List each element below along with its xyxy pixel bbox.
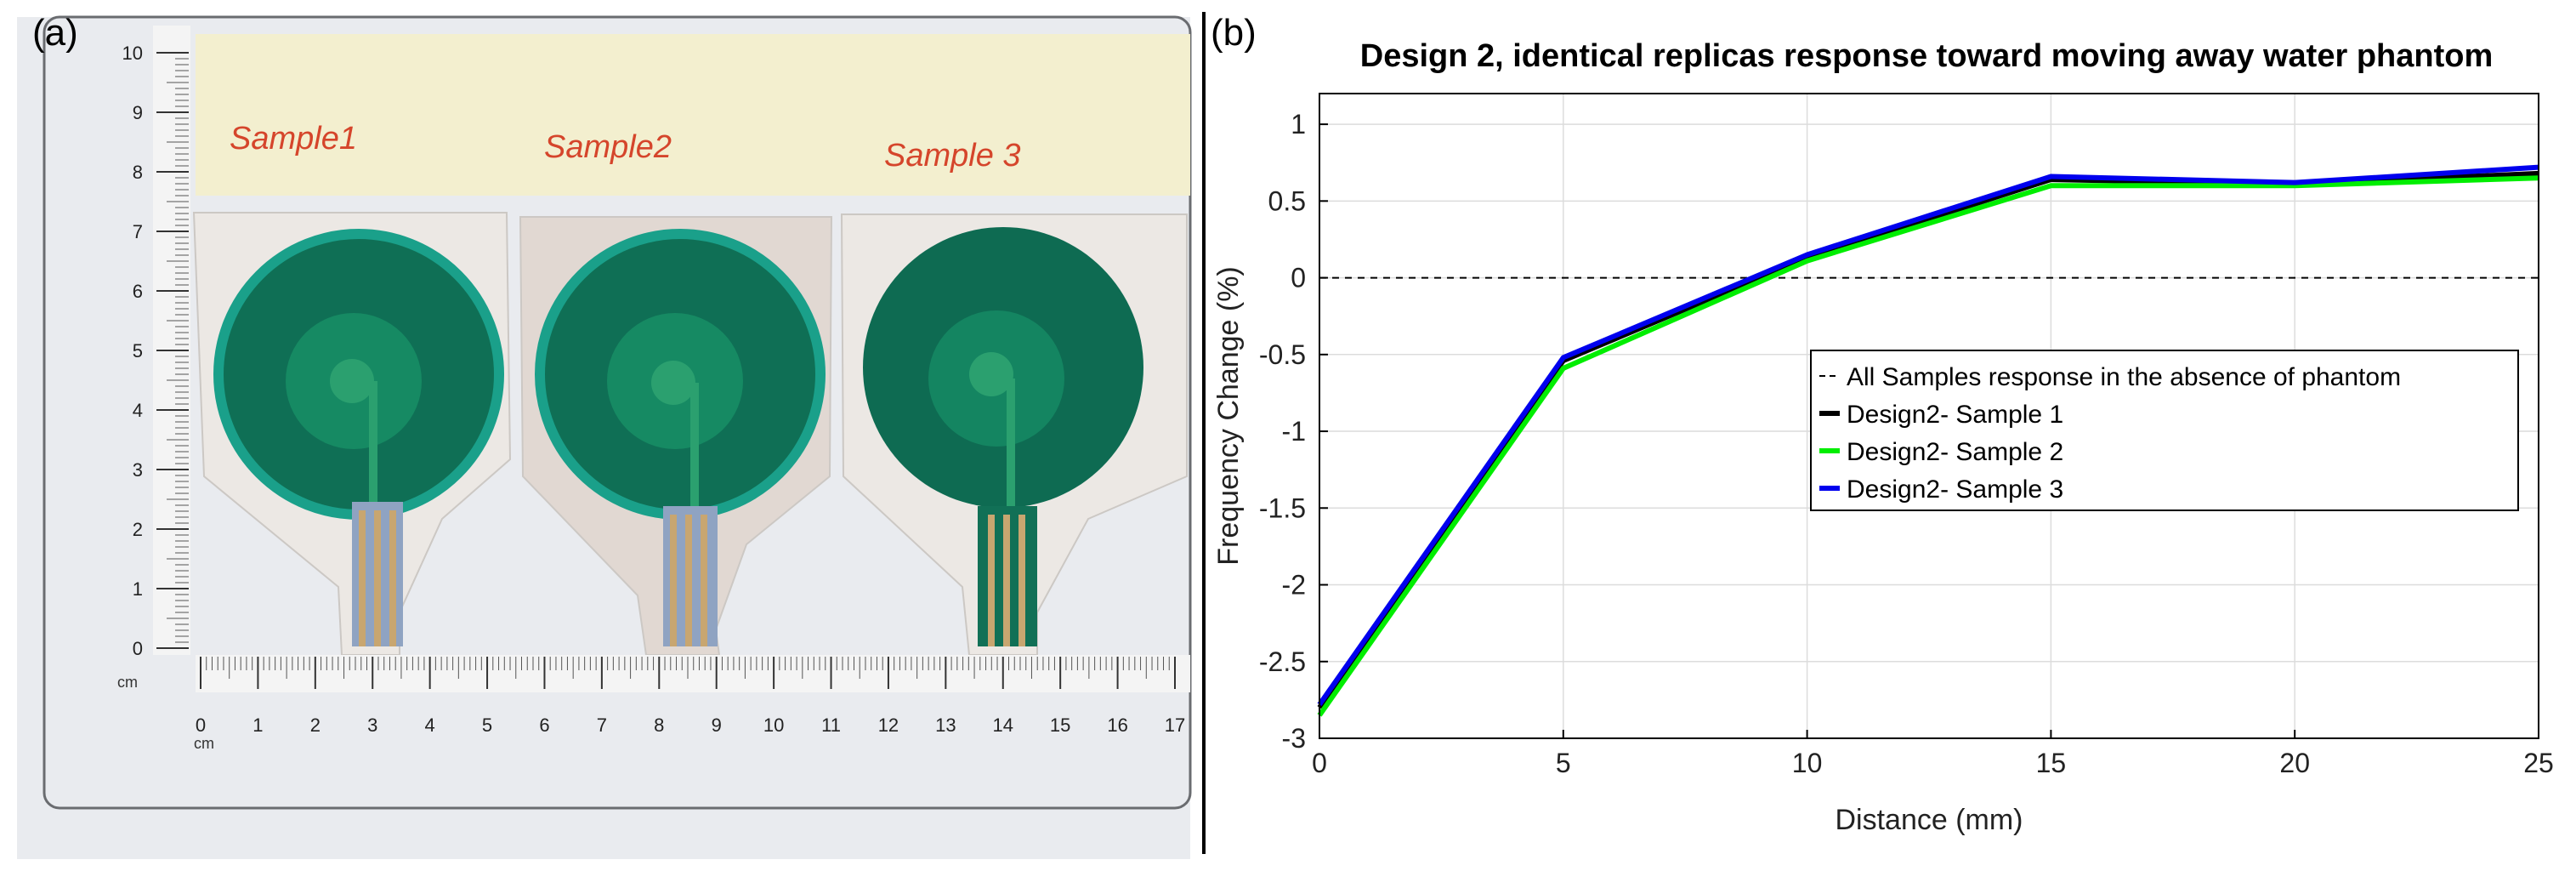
horizontal-ruler-label: 11 [821,714,841,736]
chart-title: Design 2, identical replicas response to… [1360,38,2494,74]
horizontal-ruler-label: 5 [482,714,492,736]
horizontal-ruler-label: 17 [1165,714,1185,736]
horizontal-ruler-ticks: 0 1 2 3 4 5 6 7 8 9 10 11 12 13 14 15 16 17 [196,657,1185,736]
horizontal-ruler-label: 13 [935,714,956,736]
chart-legend: All Samples response in the absence of p… [1810,350,2519,511]
x-tick-label: 5 [1556,748,1571,778]
sensor-3 [863,227,1143,646]
chart-ticks: 0 5 10 15 20 25 1 0.5 0 -0.5 -1 -1.5 -2 -2.5 -3 [1259,109,2554,778]
horizontal-ruler-label: 16 [1107,714,1127,736]
y-tick-label: 0 [1291,263,1306,293]
x-axis-label: Distance (mm) [1835,804,2023,836]
horizontal-ruler-label: 7 [597,714,607,736]
horizontal-ruler-label: 2 [310,714,321,736]
horizontal-ruler-label: 9 [712,714,722,736]
vertical-ruler-label: 0 [133,638,143,659]
x-tick-label: 15 [2036,748,2067,778]
series-line-3 [1317,164,2539,707]
series-line-2 [1317,175,2539,717]
legend-box [1810,350,2519,511]
frequency-change-chart: Design 2, identical replicas response to… [1212,38,2554,836]
horizontal-ruler [196,655,1190,692]
vertical-ruler-label: 2 [133,519,143,540]
horizontal-ruler-label: 14 [993,714,1013,736]
y-tick-label: -2.5 [1259,646,1306,677]
chart-series [1317,164,2539,717]
x-tick-label: 20 [2279,748,2310,778]
horizontal-ruler-label: 15 [1050,714,1070,736]
vertical-ruler-label: 8 [133,162,143,183]
panel-divider [1202,12,1206,854]
y-tick-label: -1 [1282,416,1306,447]
sample-label-1: Sample1 [230,121,357,157]
vertical-ruler-label: 7 [133,221,143,242]
horizontal-ruler-label: 8 [654,714,664,736]
y-tick-label: -0.5 [1259,339,1306,370]
legend-label: Design2- Sample 2 [1847,438,2063,466]
vertical-ruler-unit: cm [117,674,138,691]
x-tick-label: 25 [2523,748,2554,778]
y-tick-label: -1.5 [1259,492,1306,523]
vertical-ruler-label: 9 [133,102,143,123]
plot-frame [1319,93,2539,739]
y-tick-label: 1 [1291,109,1306,139]
y-tick-label: 0.5 [1268,185,1306,216]
horizontal-ruler-label: 1 [252,714,263,736]
y-tick-label: -2 [1282,570,1306,601]
vertical-ruler-label: 10 [122,43,143,64]
y-tick-label: -3 [1282,723,1306,754]
sample-label-3: Sample 3 [884,138,1021,174]
vertical-ruler-label: 1 [133,578,143,600]
sample-label-2: Sample2 [544,129,672,165]
sensor-1 [213,229,504,646]
vertical-ruler-label: 6 [133,281,143,302]
panel-a-label: (a) [32,12,78,54]
vertical-ruler [153,26,190,655]
vertical-ruler-label: 4 [133,400,143,421]
chart-panel: Design 2, identical replicas response to… [1197,0,2576,867]
label-tape [196,34,1190,196]
vertical-ruler-label: 3 [133,459,143,481]
photo-board-edge [43,15,1192,810]
horizontal-ruler-label: 0 [196,714,206,736]
legend-label: Design2- Sample 3 [1847,475,2063,504]
vertical-ruler-label: 5 [133,340,143,361]
horizontal-ruler-unit: cm [194,735,214,752]
horizontal-ruler-label: 12 [878,714,899,736]
x-tick-label: 10 [1792,748,1823,778]
horizontal-ruler-label: 4 [425,714,435,736]
horizontal-ruler-label: 10 [763,714,784,736]
legend-label: All Samples response in the absence of p… [1847,363,2401,391]
horizontal-ruler-label: 3 [367,714,377,736]
legend-label: Design2- Sample 1 [1847,401,2063,429]
sensor-2 [535,229,826,646]
horizontal-ruler-label: 6 [539,714,549,736]
y-axis-label: Frequency Change (%) [1212,266,1245,566]
panel-b-label: (b) [1211,12,1257,54]
x-tick-label: 0 [1312,748,1327,778]
